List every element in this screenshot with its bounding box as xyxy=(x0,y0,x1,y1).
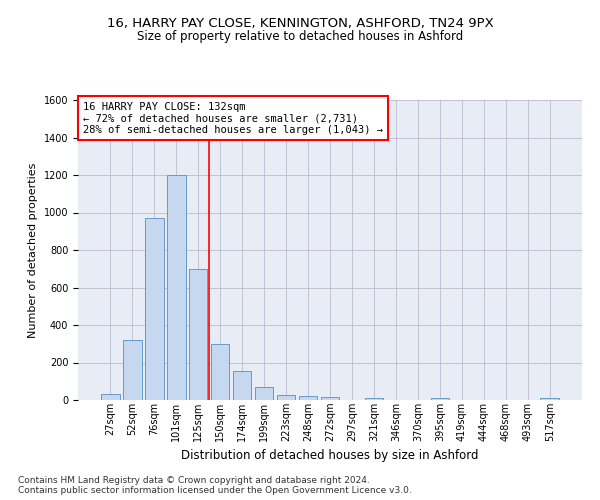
Y-axis label: Number of detached properties: Number of detached properties xyxy=(28,162,38,338)
Bar xyxy=(123,340,142,400)
Bar xyxy=(255,387,274,400)
Bar xyxy=(101,394,119,400)
Bar xyxy=(431,398,449,400)
Text: 16, HARRY PAY CLOSE, KENNINGTON, ASHFORD, TN24 9PX: 16, HARRY PAY CLOSE, KENNINGTON, ASHFORD… xyxy=(107,18,493,30)
Text: 16 HARRY PAY CLOSE: 132sqm
← 72% of detached houses are smaller (2,731)
28% of s: 16 HARRY PAY CLOSE: 132sqm ← 72% of deta… xyxy=(83,102,383,134)
Bar xyxy=(211,344,229,400)
Bar xyxy=(541,398,559,400)
Bar xyxy=(189,269,208,400)
Bar xyxy=(167,175,185,400)
Text: Contains HM Land Registry data © Crown copyright and database right 2024.
Contai: Contains HM Land Registry data © Crown c… xyxy=(18,476,412,495)
Bar xyxy=(320,397,340,400)
Bar xyxy=(145,218,164,400)
Text: Size of property relative to detached houses in Ashford: Size of property relative to detached ho… xyxy=(137,30,463,43)
X-axis label: Distribution of detached houses by size in Ashford: Distribution of detached houses by size … xyxy=(181,449,479,462)
Bar xyxy=(365,398,383,400)
Bar xyxy=(299,396,317,400)
Bar xyxy=(277,395,295,400)
Bar xyxy=(233,371,251,400)
